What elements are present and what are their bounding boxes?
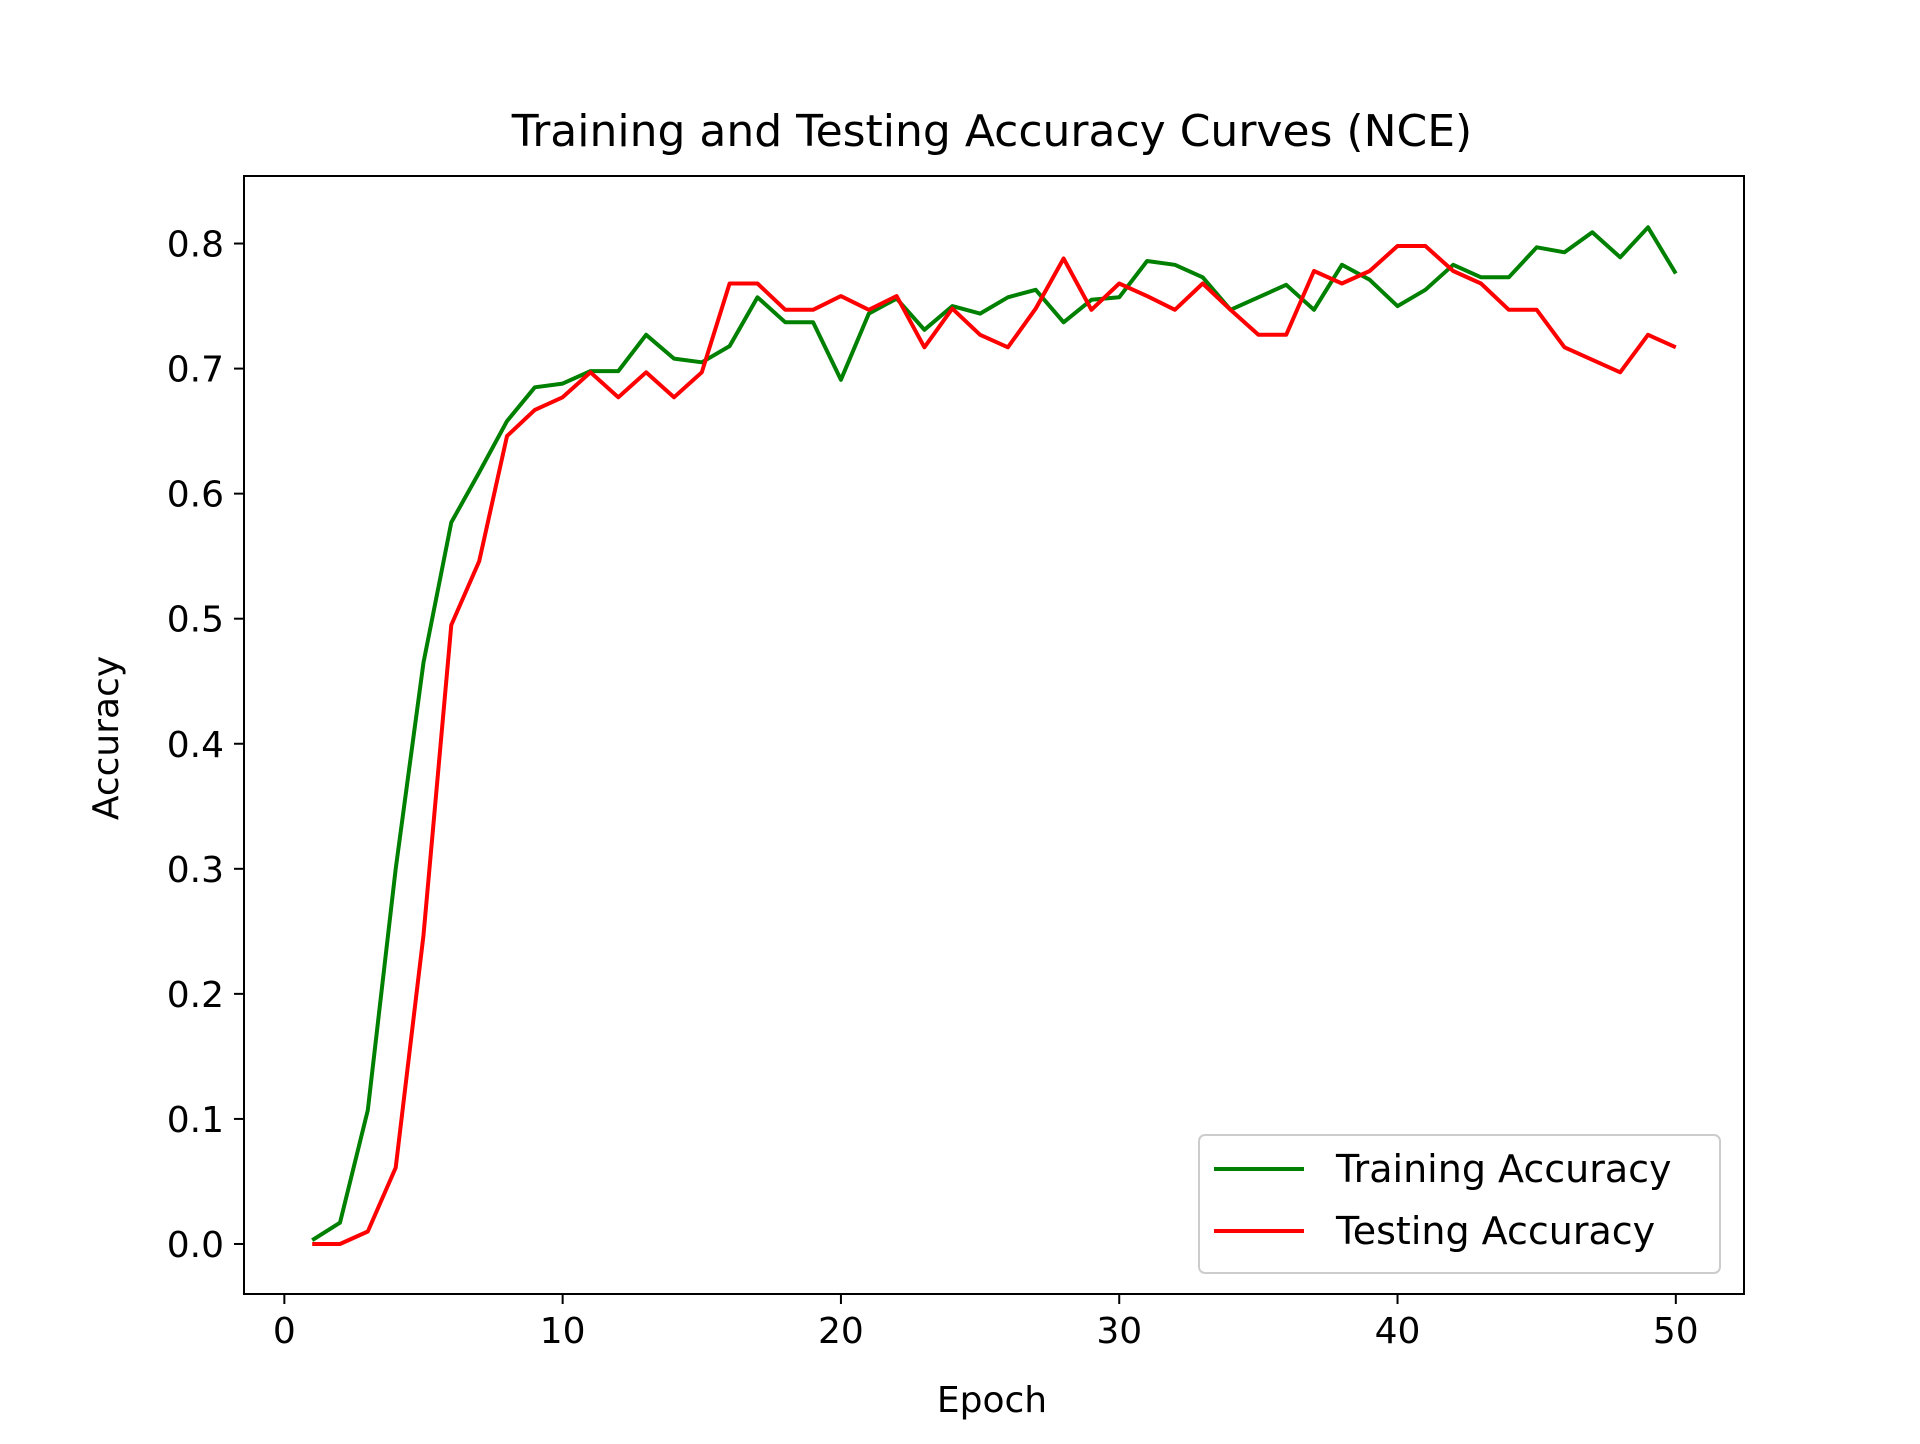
legend: Training Accuracy Testing Accuracy bbox=[1198, 1134, 1721, 1274]
series-layer bbox=[311, 225, 1678, 1246]
y-tick-label: 0.8 bbox=[167, 225, 224, 266]
legend-box bbox=[1198, 1134, 1721, 1274]
y-tick-label: 0.3 bbox=[167, 850, 224, 891]
y-tick-label: 0.6 bbox=[167, 475, 224, 516]
y-tick-label: 0.5 bbox=[167, 600, 224, 641]
legend-label-training: Training Accuracy bbox=[1335, 1147, 1672, 1191]
x-tick-label: 10 bbox=[540, 1311, 586, 1352]
axis-ticks: 0 10 20 30 40 50 0.0 0.1 0.2 0.3 0.4 0.5 0.6 0.7 0.8 bbox=[167, 225, 1699, 1352]
x-tick-label: 40 bbox=[1375, 1311, 1421, 1352]
x-tick-label: 0 bbox=[273, 1311, 296, 1352]
testing-accuracy-line bbox=[312, 244, 1677, 1246]
y-tick-label: 0.0 bbox=[167, 1225, 224, 1266]
y-tick-label: 0.4 bbox=[167, 725, 224, 766]
x-axis-label: Epoch bbox=[937, 1380, 1047, 1421]
legend-label-testing: Testing Accuracy bbox=[1335, 1209, 1655, 1253]
chart-title: Training and Testing Accuracy Curves (NC… bbox=[511, 106, 1472, 157]
x-tick-label: 30 bbox=[1096, 1311, 1142, 1352]
y-axis-label: Accuracy bbox=[86, 656, 127, 820]
plot-frame bbox=[243, 175, 1745, 1295]
x-tick-label: 20 bbox=[818, 1311, 864, 1352]
x-tick-label: 50 bbox=[1653, 1311, 1699, 1352]
y-tick-label: 0.2 bbox=[167, 975, 224, 1016]
y-tick-label: 0.1 bbox=[167, 1100, 224, 1141]
y-tick-label: 0.7 bbox=[167, 350, 224, 391]
